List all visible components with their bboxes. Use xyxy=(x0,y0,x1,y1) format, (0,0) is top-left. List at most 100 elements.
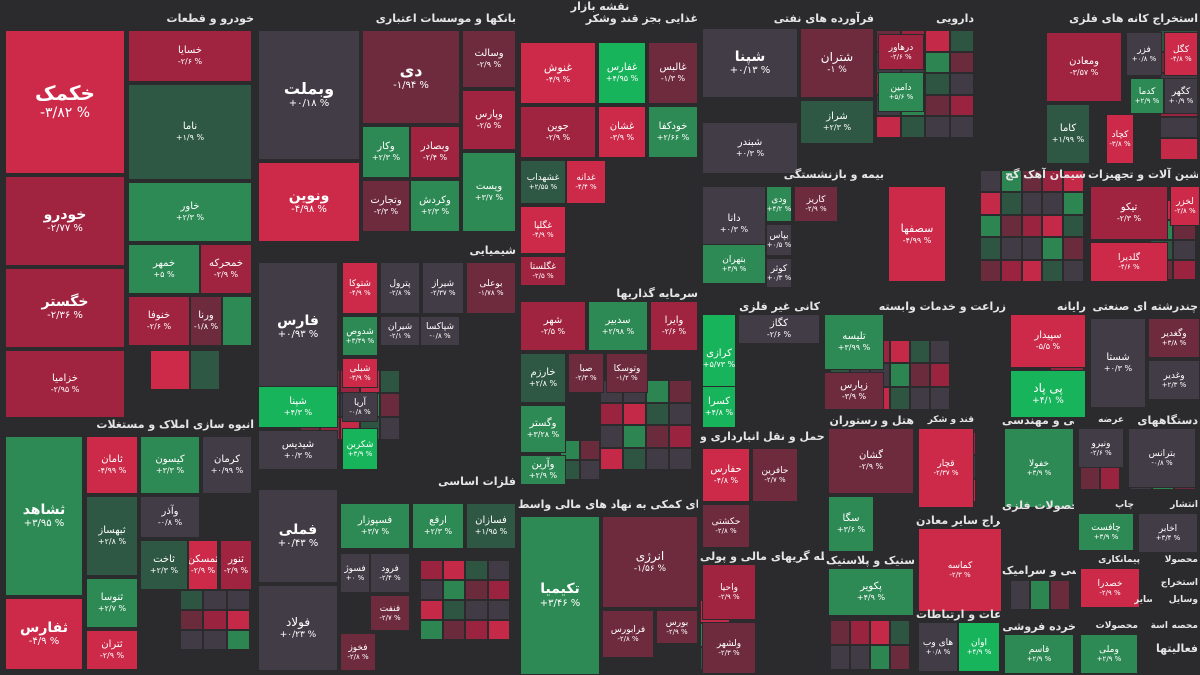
stock-tile-small[interactable] xyxy=(203,630,227,650)
stock-tile[interactable]: شپنا +۴/۳ % xyxy=(258,386,338,428)
stock-tile-small[interactable] xyxy=(1000,170,1022,193)
stock-tile[interactable]: فخوز -۲/۸ % xyxy=(340,633,376,671)
stock-tile[interactable]: صبا -۲/۳ % xyxy=(568,353,604,393)
stock-tile[interactable]: شپاکسا -۰/۸ % xyxy=(420,316,460,346)
stock-tile[interactable]: غنوش -۴/۹ % xyxy=(520,42,596,104)
stock-tile-small[interactable] xyxy=(925,51,950,74)
stock-tile-small[interactable] xyxy=(850,645,870,670)
stock-tile[interactable]: تلیسه +۳/۹۹ % xyxy=(824,314,884,370)
stock-tile[interactable]: غشهداب +۲/۵۵ % xyxy=(520,160,566,204)
stock-tile-small[interactable] xyxy=(1000,214,1022,238)
stock-tile-small[interactable] xyxy=(1042,237,1064,260)
stock-tile-small[interactable] xyxy=(1010,580,1030,610)
stock-tile-small[interactable] xyxy=(646,402,669,425)
stock-tile[interactable]: ثنوسا +۲/۷ % xyxy=(86,578,138,628)
stock-tile-small[interactable] xyxy=(203,590,227,610)
stock-tile-small[interactable] xyxy=(669,425,692,448)
stock-tile-small[interactable] xyxy=(487,600,510,620)
stock-tile[interactable]: بپاس +۰/۵ % xyxy=(766,224,792,256)
stock-tile[interactable]: زپارس -۳/۹ % xyxy=(824,372,884,410)
stock-tile[interactable]: سدبیر +۲/۹۸ % xyxy=(588,301,648,351)
stock-tile[interactable]: خنوفا -۲/۶ % xyxy=(128,296,190,346)
stock-tile[interactable]: وآذر -۰/۸ % xyxy=(140,496,200,538)
stock-tile[interactable]: ثنور -۲/۹ % xyxy=(220,540,252,590)
stock-tile[interactable]: شیران -۲/۱ % xyxy=(380,316,420,346)
stock-tile-small[interactable] xyxy=(442,600,465,620)
stock-tile[interactable] xyxy=(222,296,252,346)
stock-tile-small[interactable] xyxy=(949,116,974,138)
stock-tile[interactable]: شهر -۲/۵ % xyxy=(520,301,586,351)
stock-tile-small[interactable] xyxy=(949,30,974,52)
stock-tile-small[interactable] xyxy=(890,620,910,645)
stock-tile[interactable]: وسالت -۲/۹ % xyxy=(462,30,516,88)
stock-tile-small[interactable] xyxy=(465,560,488,580)
stock-tile[interactable]: حافرین -۲/۷ % xyxy=(752,448,798,502)
stock-tile[interactable]: ودی +۴/۲ % xyxy=(766,186,792,222)
stock-tile[interactable]: غشان -۳/۹ % xyxy=(598,106,646,158)
stock-tile[interactable]: فسوژ +۰ % xyxy=(340,553,370,593)
stock-tile-small[interactable] xyxy=(465,620,488,640)
stock-tile[interactable]: خکمک -۳/۸۲ % xyxy=(5,30,125,174)
stock-tile[interactable]: وملی +۲/۹ % xyxy=(1080,634,1138,674)
stock-tile-small[interactable] xyxy=(1042,259,1064,282)
stock-tile[interactable]: ونیرو -۲/۶ % xyxy=(1078,428,1124,468)
stock-tile[interactable]: دی -۱/۹۴ % xyxy=(362,30,460,124)
stock-tile[interactable]: پترول -۲/۸ % xyxy=(380,262,420,314)
stock-tile[interactable]: حفارس -۴/۸ % xyxy=(702,448,750,502)
stock-tile[interactable]: خودکفا +۲/۶۶ % xyxy=(648,106,698,158)
stock-tile[interactable]: غالبس -۱/۳ % xyxy=(648,42,698,104)
stock-tile-small[interactable] xyxy=(380,370,400,394)
stock-tile-small[interactable] xyxy=(465,600,488,620)
stock-tile-small[interactable] xyxy=(1000,192,1022,215)
stock-tile[interactable]: وایرا -۲/۶ % xyxy=(650,301,698,351)
stock-tile-small[interactable] xyxy=(980,192,1001,215)
stock-tile[interactable]: خارزم +۲/۸ % xyxy=(520,353,566,403)
stock-tile-small[interactable] xyxy=(1173,260,1196,280)
stock-tile[interactable]: کوثر +۰/۳ % xyxy=(766,258,792,288)
stock-tile-small[interactable] xyxy=(1063,259,1084,282)
stock-tile[interactable]: ولشهر -۲/۳ % xyxy=(702,622,756,674)
stock-tile[interactable]: خودرو -۲/۷۷ % xyxy=(5,176,125,266)
stock-tile-small[interactable] xyxy=(980,170,1001,193)
stock-tile[interactable]: سپیدار -۵/۵ % xyxy=(1010,314,1086,368)
stock-tile[interactable]: غدانه -۴/۴ % xyxy=(566,160,606,204)
stock-tile-small[interactable] xyxy=(925,30,950,52)
stock-tile-small[interactable] xyxy=(1042,170,1064,193)
stock-tile-small[interactable] xyxy=(226,590,250,610)
stock-tile[interactable]: خاور +۲/۳ % xyxy=(128,182,252,242)
stock-tile[interactable]: وگستر +۳/۲۸ % xyxy=(520,405,566,453)
stock-tile[interactable]: واحیا -۲/۹ % xyxy=(702,564,756,620)
stock-tile-small[interactable] xyxy=(380,393,400,417)
stock-tile-small[interactable] xyxy=(1021,192,1043,215)
stock-tile[interactable]: وتجارت -۲/۳ % xyxy=(362,180,410,232)
stock-tile[interactable]: گلدیرا -۴/۶ % xyxy=(1090,242,1168,282)
stock-tile[interactable]: خفولا +۳/۹ % xyxy=(1004,428,1074,508)
stock-tile[interactable]: خمحرکه -۲/۹ % xyxy=(200,244,252,294)
stock-tile[interactable]: انرژی -۱/۵۶ % xyxy=(602,516,698,608)
stock-tile[interactable]: آریا -۰/۸ % xyxy=(342,392,378,422)
stock-tile[interactable]: کیسون +۳/۳ % xyxy=(140,436,200,494)
stock-tile[interactable]: غگلپا -۴/۹ % xyxy=(520,206,566,254)
stock-tile[interactable]: تیکو -۲/۳ % xyxy=(1090,186,1168,240)
stock-tile[interactable]: شبلی -۳/۹ % xyxy=(342,358,378,388)
stock-tile[interactable]: شستا +۰/۳ % xyxy=(1090,318,1146,408)
stock-tile-small[interactable] xyxy=(890,363,910,387)
stock-tile-small[interactable] xyxy=(1042,214,1064,238)
stock-tile-small[interactable] xyxy=(420,560,443,580)
stock-tile[interactable]: فنفت -۲/۷ % xyxy=(370,595,410,631)
stock-tile-small[interactable] xyxy=(1063,237,1084,260)
stock-tile-small[interactable] xyxy=(1021,259,1043,282)
stock-tile[interactable]: شیدیس +۰/۳ % xyxy=(258,430,338,470)
stock-tile-small[interactable] xyxy=(930,340,950,364)
stock-tile[interactable]: فولاد +۰/۲۳ % xyxy=(258,585,338,671)
stock-tile[interactable]: کگاز -۲/۶ % xyxy=(738,314,820,344)
stock-tile[interactable]: لخزر -۲/۸ % xyxy=(1170,186,1200,226)
stock-tile-small[interactable] xyxy=(876,116,901,138)
stock-tile-small[interactable] xyxy=(380,416,400,440)
stock-tile[interactable]: فسپوزار +۳/۷ % xyxy=(340,503,410,549)
stock-tile[interactable]: های وب +۰/۸ % xyxy=(918,622,958,672)
stock-tile-small[interactable] xyxy=(669,447,692,470)
stock-tile[interactable]: فرابورس -۲/۸ % xyxy=(602,610,654,658)
stock-tile-small[interactable] xyxy=(580,440,600,460)
stock-tile[interactable]: ثفارس -۴/۹ % xyxy=(5,598,83,670)
